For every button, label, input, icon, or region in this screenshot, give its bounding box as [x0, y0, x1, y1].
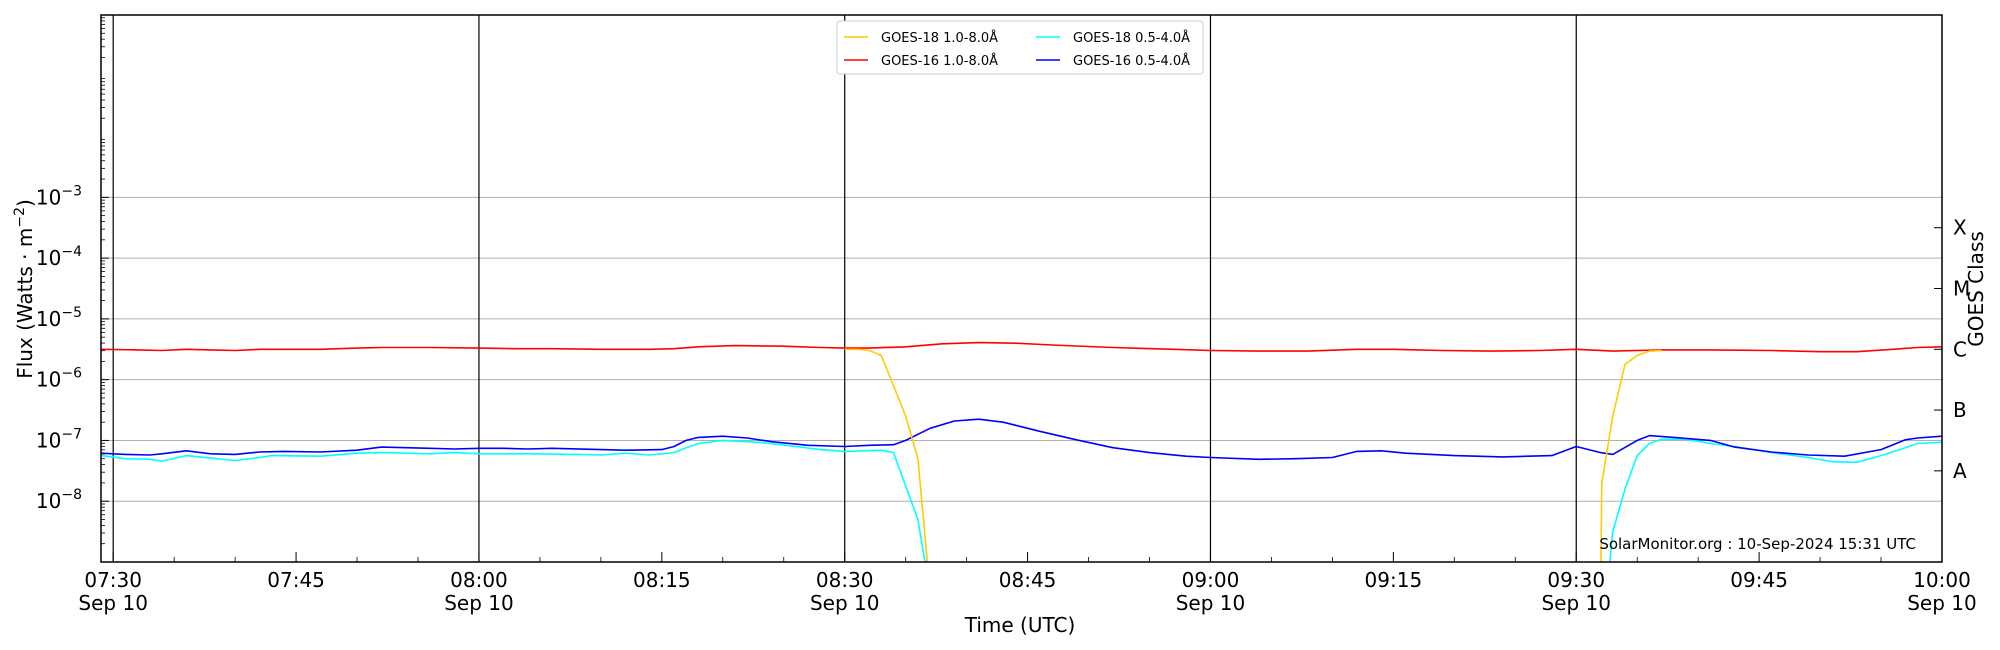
y-tick-label: 10−6 — [36, 366, 82, 392]
goes-class-label: C — [1953, 337, 1967, 361]
y-tick-base: 10 — [36, 246, 61, 270]
y-tick-exponent: −6 — [61, 366, 82, 382]
y-tick-exponent: −5 — [61, 305, 82, 321]
y-tick-base: 10 — [36, 185, 61, 209]
y-tick-base: 10 — [36, 428, 61, 452]
series-layer — [101, 341, 1942, 562]
x-tick-label-time: 08:45 — [999, 568, 1057, 592]
x-tick-label-time: 09:15 — [1365, 568, 1423, 592]
legend-label-1: GOES-16 1.0-8.0Å — [881, 53, 998, 69]
x-tick-label-time: 09:00 — [1182, 568, 1240, 592]
y-tick-label: 10−5 — [36, 305, 82, 331]
x-tick-label-time: 07:30 — [84, 568, 142, 592]
y-tick-label: 10−3 — [36, 183, 82, 209]
y-tick-base: 10 — [36, 368, 61, 392]
y-tick-label: 10−7 — [36, 426, 82, 452]
x-tick-label-time: 09:45 — [1730, 568, 1788, 592]
y-tick-exponent: −7 — [61, 426, 82, 442]
credit-text: SolarMonitor.org : 10-Sep-2024 15:31 UTC — [1599, 535, 1916, 553]
y-tick-exponent: −3 — [61, 183, 82, 199]
legend-label-3: GOES-16 0.5-4.0Å — [1073, 53, 1190, 69]
y-tick-exponent: −8 — [61, 487, 82, 503]
y-axis-title: Flux (Watts · m−2) — [12, 199, 37, 379]
x-tick-label-date: Sep 10 — [444, 591, 514, 615]
x-tick-label-date: Sep 10 — [1176, 591, 1246, 615]
goes-class-label: M — [1953, 277, 1970, 301]
legend: GOES-18 1.0-8.0Å GOES-18 0.5-4.0Å GOES-1… — [836, 20, 1204, 75]
legend-label-2: GOES-18 0.5-4.0Å — [1073, 30, 1190, 46]
y-tick-exponent: −4 — [61, 244, 82, 260]
x-tick-label-date: Sep 10 — [78, 591, 148, 615]
series-line-goes-16-1-0-8-0- — [101, 341, 1942, 353]
x-tick-label-date: Sep 10 — [810, 591, 880, 615]
goes-class-label: B — [1953, 398, 1967, 422]
x-axis-title: Time (UTC) — [964, 613, 1076, 637]
right-axis-title: GOES Class — [1964, 231, 1988, 347]
legend-box — [836, 20, 1204, 75]
y-tick-base: 10 — [36, 307, 61, 331]
x-tick-label-time: 08:15 — [633, 568, 691, 592]
series-line-goes-18-1-0-8-0- — [844, 348, 1662, 562]
x-tick-label-date: Sep 10 — [1541, 591, 1611, 615]
y-tick-label: 10−8 — [36, 487, 82, 513]
grid-layer — [101, 15, 1942, 562]
x-tick-label-time: 10:00 — [1913, 568, 1971, 592]
goes-class-label: X — [1953, 216, 1967, 240]
y-tick-label: 10−4 — [36, 244, 82, 270]
legend-label-0: GOES-18 1.0-8.0Å — [881, 30, 998, 46]
x-tick-label-time: 09:30 — [1547, 568, 1605, 592]
x-tick-label-time: 08:30 — [816, 568, 874, 592]
y-tick-base: 10 — [36, 489, 61, 513]
x-tick-label-time: 08:00 — [450, 568, 508, 592]
series-line-goes-16-0-5-4-0- — [101, 418, 1942, 461]
x-tick-label-time: 07:45 — [267, 568, 325, 592]
goes-class-label: A — [1953, 459, 1967, 483]
x-tick-label-date: Sep 10 — [1907, 591, 1977, 615]
